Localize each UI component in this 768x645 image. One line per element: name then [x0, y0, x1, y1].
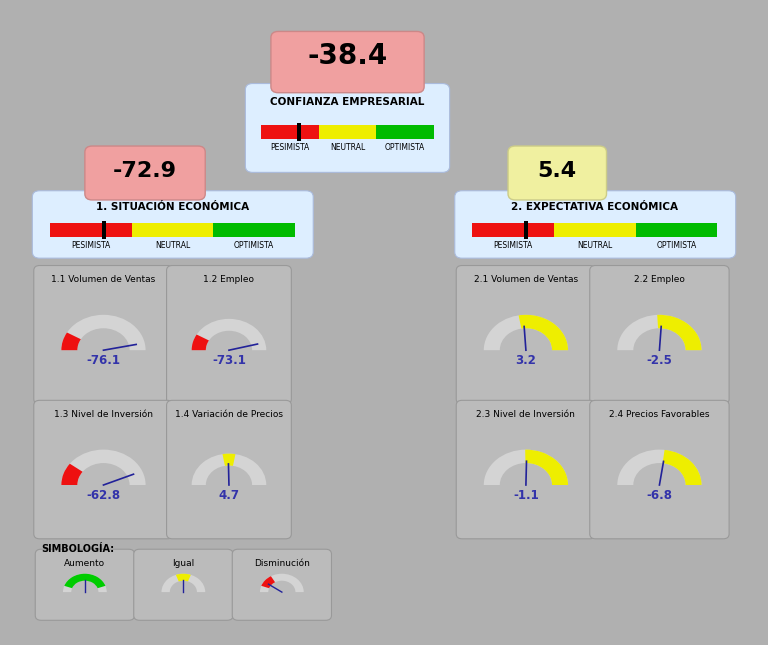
- FancyBboxPatch shape: [232, 550, 332, 620]
- Text: OPTIMISTA: OPTIMISTA: [657, 241, 697, 250]
- FancyBboxPatch shape: [35, 550, 134, 620]
- Text: 3.2: 3.2: [515, 355, 536, 368]
- Wedge shape: [525, 450, 568, 485]
- Text: Disminución: Disminución: [254, 559, 310, 568]
- Wedge shape: [192, 335, 209, 350]
- Text: 1.3 Nivel de Inversión: 1.3 Nivel de Inversión: [54, 410, 153, 419]
- Wedge shape: [61, 464, 83, 485]
- FancyBboxPatch shape: [590, 266, 729, 404]
- FancyBboxPatch shape: [134, 550, 233, 620]
- Text: 5.4: 5.4: [538, 161, 577, 181]
- Text: 1.4 Variación de Precios: 1.4 Variación de Precios: [175, 410, 283, 419]
- FancyBboxPatch shape: [34, 266, 173, 404]
- Text: 1.1 Volumen de Ventas: 1.1 Volumen de Ventas: [51, 275, 156, 284]
- Text: 2.3 Nivel de Inversión: 2.3 Nivel de Inversión: [476, 410, 575, 419]
- Text: NEUTRAL: NEUTRAL: [330, 143, 365, 152]
- Wedge shape: [61, 450, 146, 485]
- FancyBboxPatch shape: [167, 266, 291, 404]
- Text: -72.9: -72.9: [113, 161, 177, 181]
- Wedge shape: [518, 315, 568, 350]
- Text: 2.1 Volumen de Ventas: 2.1 Volumen de Ventas: [474, 275, 578, 284]
- Text: Igual: Igual: [172, 559, 194, 568]
- Wedge shape: [176, 574, 190, 581]
- FancyBboxPatch shape: [271, 32, 424, 93]
- Text: PESIMISTA: PESIMISTA: [270, 143, 310, 152]
- Wedge shape: [484, 450, 568, 485]
- Wedge shape: [617, 315, 701, 350]
- Wedge shape: [663, 450, 701, 485]
- Text: 1.2 Empleo: 1.2 Empleo: [204, 275, 254, 284]
- Text: Aumento: Aumento: [65, 559, 105, 568]
- Text: 4.7: 4.7: [218, 489, 240, 502]
- Wedge shape: [484, 315, 568, 350]
- Text: -62.8: -62.8: [87, 490, 121, 502]
- Wedge shape: [261, 576, 275, 588]
- Wedge shape: [63, 574, 107, 592]
- FancyBboxPatch shape: [131, 223, 214, 237]
- FancyBboxPatch shape: [50, 223, 131, 237]
- Text: CONFIANZA EMPRESARIAL: CONFIANZA EMPRESARIAL: [270, 97, 425, 107]
- FancyBboxPatch shape: [472, 223, 554, 237]
- Wedge shape: [161, 574, 205, 592]
- FancyBboxPatch shape: [84, 146, 205, 200]
- Wedge shape: [61, 315, 146, 350]
- FancyBboxPatch shape: [590, 401, 729, 539]
- Wedge shape: [657, 315, 701, 350]
- FancyBboxPatch shape: [261, 125, 319, 139]
- FancyBboxPatch shape: [456, 401, 595, 539]
- FancyBboxPatch shape: [245, 84, 449, 172]
- FancyBboxPatch shape: [554, 223, 636, 237]
- FancyBboxPatch shape: [32, 191, 313, 258]
- Text: OPTIMISTA: OPTIMISTA: [385, 143, 425, 152]
- Text: PESIMISTA: PESIMISTA: [494, 241, 533, 250]
- FancyBboxPatch shape: [524, 221, 528, 239]
- Text: NEUTRAL: NEUTRAL: [578, 241, 612, 250]
- Text: PESIMISTA: PESIMISTA: [71, 241, 111, 250]
- Text: 2.4 Precios Favorables: 2.4 Precios Favorables: [609, 410, 710, 419]
- FancyBboxPatch shape: [297, 123, 302, 141]
- Wedge shape: [223, 453, 236, 466]
- Text: 2. EXPECTATIVA ECONÓMICA: 2. EXPECTATIVA ECONÓMICA: [511, 203, 678, 212]
- Text: -6.8: -6.8: [647, 490, 673, 502]
- FancyBboxPatch shape: [319, 125, 376, 139]
- FancyBboxPatch shape: [34, 401, 173, 539]
- FancyBboxPatch shape: [167, 401, 291, 539]
- Text: OPTIMISTA: OPTIMISTA: [234, 241, 274, 250]
- Text: -73.1: -73.1: [212, 354, 246, 367]
- Text: 1. SITUACIÓN ECONÓMICA: 1. SITUACIÓN ECONÓMICA: [96, 203, 249, 212]
- Wedge shape: [65, 574, 105, 588]
- FancyBboxPatch shape: [508, 146, 607, 200]
- Text: -2.5: -2.5: [647, 355, 672, 368]
- FancyBboxPatch shape: [376, 125, 434, 139]
- FancyBboxPatch shape: [456, 266, 595, 404]
- Text: SIMBOLOGÍA:: SIMBOLOGÍA:: [41, 544, 114, 554]
- Wedge shape: [617, 450, 701, 485]
- FancyBboxPatch shape: [455, 191, 736, 258]
- Text: -76.1: -76.1: [87, 355, 121, 368]
- Text: -38.4: -38.4: [307, 42, 388, 70]
- Text: NEUTRAL: NEUTRAL: [155, 241, 190, 250]
- Wedge shape: [192, 453, 266, 485]
- FancyBboxPatch shape: [636, 223, 717, 237]
- FancyBboxPatch shape: [214, 223, 295, 237]
- Text: -1.1: -1.1: [513, 490, 539, 502]
- Text: 2.2 Empleo: 2.2 Empleo: [634, 275, 685, 284]
- Wedge shape: [192, 319, 266, 350]
- Wedge shape: [61, 333, 81, 350]
- FancyBboxPatch shape: [101, 221, 106, 239]
- Wedge shape: [260, 574, 303, 592]
